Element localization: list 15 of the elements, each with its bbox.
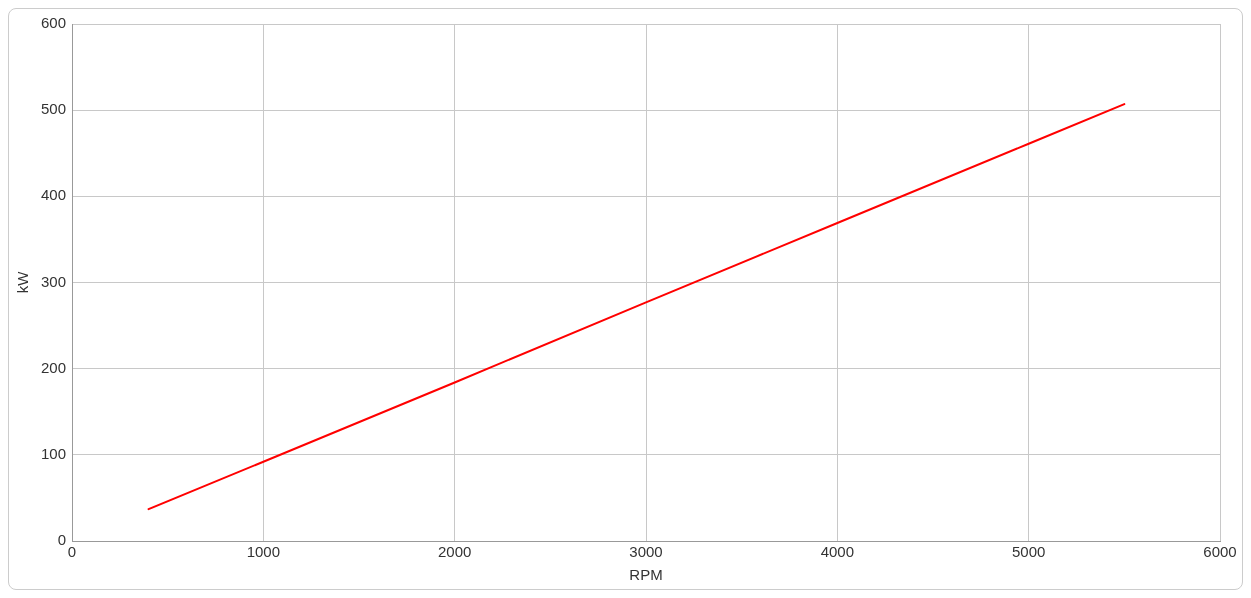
x-tick-label: 6000 [1203,543,1237,561]
x-tick-label: 3000 [629,543,663,561]
y-tick-label: 0 [57,531,67,549]
x-tick-label: 1000 [246,543,281,561]
y-tick-label: 100 [41,444,67,462]
x-axis-title: RPM [629,566,663,584]
y-tick-label: 200 [41,358,67,376]
x-tick-label: 4000 [820,543,855,561]
x-tick-label: 5000 [1011,543,1046,561]
y-axis-title: kW [14,270,32,294]
y-tick-label: 600 [41,14,67,32]
y-tick-label: 400 [41,186,67,204]
y-tick-label: 300 [41,272,67,290]
y-tick-label: 500 [41,100,67,118]
x-tick-label: 2000 [438,543,472,561]
